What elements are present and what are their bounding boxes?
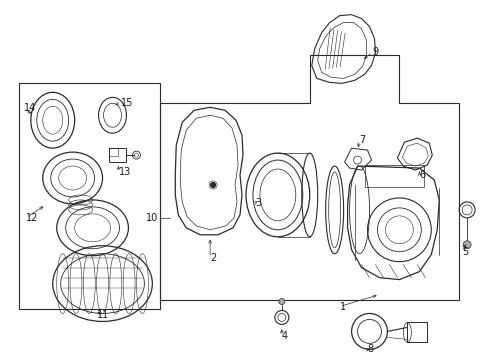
Text: 13: 13 xyxy=(118,167,130,177)
Text: 12: 12 xyxy=(26,213,38,223)
Text: 6: 6 xyxy=(419,170,425,180)
Circle shape xyxy=(462,241,470,249)
Text: 1: 1 xyxy=(339,302,345,311)
Text: 7: 7 xyxy=(359,135,365,145)
Bar xyxy=(108,148,126,162)
Bar xyxy=(108,148,118,156)
Bar xyxy=(364,165,424,187)
Text: 8: 8 xyxy=(367,345,373,354)
Text: 4: 4 xyxy=(281,332,287,341)
Text: 10: 10 xyxy=(146,213,158,223)
Text: 5: 5 xyxy=(461,247,468,257)
Circle shape xyxy=(210,183,215,188)
Text: 15: 15 xyxy=(120,98,133,108)
Text: 9: 9 xyxy=(372,48,378,58)
Circle shape xyxy=(278,298,285,305)
Text: 3: 3 xyxy=(254,198,261,208)
Text: 2: 2 xyxy=(210,253,216,263)
Bar xyxy=(19,84,160,310)
Text: 14: 14 xyxy=(24,103,36,113)
Bar xyxy=(407,323,427,342)
Text: 11: 11 xyxy=(96,310,109,320)
